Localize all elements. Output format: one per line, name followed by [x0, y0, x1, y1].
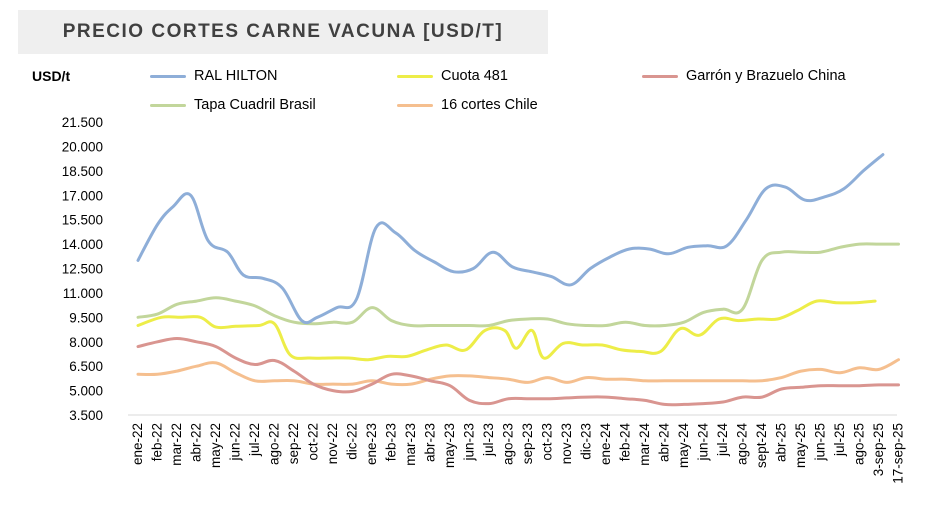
y-tick-label: 5.000 — [69, 384, 103, 399]
y-tick-label: 11.000 — [63, 286, 103, 301]
y-tick-label: 20.000 — [62, 139, 103, 154]
x-tick-label: jun-24 — [696, 423, 711, 462]
series-line-ral-hilton — [136, 153, 885, 325]
legend-label: Cuota 481 — [441, 68, 508, 84]
legend-item-garron-china: Garrón y Brazuelo China — [642, 68, 846, 84]
x-tick-label: may-24 — [676, 423, 691, 469]
x-tick-label: nov-23 — [559, 423, 574, 464]
legend-label: Tapa Cuadril Brasil — [194, 97, 316, 113]
x-tick-label: ene-22 — [130, 423, 145, 465]
x-tick-label: jul-23 — [481, 423, 496, 457]
x-tick-label: feb-22 — [150, 423, 165, 461]
y-tick-label: 9.500 — [69, 310, 103, 325]
legend-label: Garrón y Brazuelo China — [686, 68, 846, 84]
y-tick-label: 14.000 — [62, 237, 103, 252]
legend-label: RAL HILTON — [194, 68, 278, 84]
y-tick-label: 17.000 — [62, 188, 103, 203]
x-tick-label: dic-23 — [579, 423, 594, 460]
y-tick-label: 21.500 — [62, 115, 103, 130]
legend-item-tapa-cuadril: Tapa Cuadril Brasil — [150, 97, 316, 113]
x-tick-label: jul-22 — [247, 423, 262, 457]
legend-swatch — [397, 103, 433, 107]
x-tick-label: dic-22 — [345, 423, 360, 460]
x-tick-label: 3-sep-25 — [871, 423, 886, 476]
x-tick-label: mar-24 — [637, 423, 652, 466]
x-tick-label: feb-24 — [618, 423, 633, 462]
legend-item-cuota-481: Cuota 481 — [397, 68, 508, 84]
x-tick-label: oct-23 — [540, 423, 555, 461]
legend-label: 16 cortes Chile — [441, 97, 538, 113]
x-tick-label: ene-23 — [364, 423, 379, 465]
x-tick-label: nov-22 — [325, 423, 340, 464]
legend-swatch — [150, 103, 186, 107]
y-tick-label: 18.500 — [62, 164, 103, 179]
x-tick-label: jun-23 — [462, 423, 477, 462]
legend-item-16-cortes-chile: 16 cortes Chile — [397, 97, 538, 113]
title-box: PRECIO CORTES CARNE VACUNA [USD/T] — [18, 10, 548, 54]
x-tick-label: ago-25 — [852, 423, 867, 465]
y-tick-label: 12.500 — [62, 262, 103, 277]
x-tick-label: mar-23 — [403, 423, 418, 466]
x-tick-label: abr-22 — [189, 423, 204, 462]
series-line-garron-y-brazuelo-china — [136, 337, 900, 407]
x-tick-label: ago-24 — [735, 423, 750, 466]
x-tick-label: 17-sep-25 — [891, 423, 906, 484]
legend-swatch — [150, 74, 186, 78]
x-tick-label: may-25 — [793, 423, 808, 468]
y-tick-label: 15.500 — [62, 213, 103, 228]
x-tick-label: ago-22 — [267, 423, 282, 465]
y-tick-label: 8.000 — [69, 335, 103, 350]
x-tick-label: abr-24 — [657, 423, 672, 463]
x-tick-label: mar-22 — [169, 423, 184, 466]
legend-item-ral-hilton: RAL HILTON — [150, 68, 278, 84]
x-tick-label: sep-23 — [520, 423, 535, 464]
x-tick-label: feb-23 — [384, 423, 399, 461]
chart-title: PRECIO CORTES CARNE VACUNA [USD/T] — [62, 21, 504, 42]
legend-swatch — [642, 74, 678, 78]
x-tick-label: abr-25 — [774, 423, 789, 462]
x-tick-label: jun-22 — [228, 423, 243, 462]
series-line-16-cortes-chile — [136, 358, 900, 387]
x-tick-label: jul-25 — [832, 423, 847, 457]
y-axis-label: USD/t — [32, 68, 71, 84]
series-line-tapa-cuadril-brasil — [136, 242, 900, 328]
x-tick-label: oct-22 — [306, 423, 321, 461]
x-tick-label: sept-24 — [754, 423, 769, 469]
x-tick-label: ene-24 — [598, 423, 613, 466]
x-tick-label: jun-25 — [813, 423, 828, 462]
x-tick-label: may-23 — [442, 423, 457, 468]
series-line-cuota-481 — [136, 299, 877, 362]
x-tick-label: sep-22 — [286, 423, 301, 464]
legend-swatch — [397, 74, 433, 78]
x-tick-label: ago-23 — [501, 423, 516, 465]
y-tick-label: 6.500 — [69, 359, 103, 374]
x-tick-label: may-22 — [208, 423, 223, 468]
x-tick-label: abr-23 — [423, 423, 438, 462]
y-tick-label: 3.500 — [69, 408, 103, 423]
x-tick-label: jul-24 — [715, 423, 730, 458]
